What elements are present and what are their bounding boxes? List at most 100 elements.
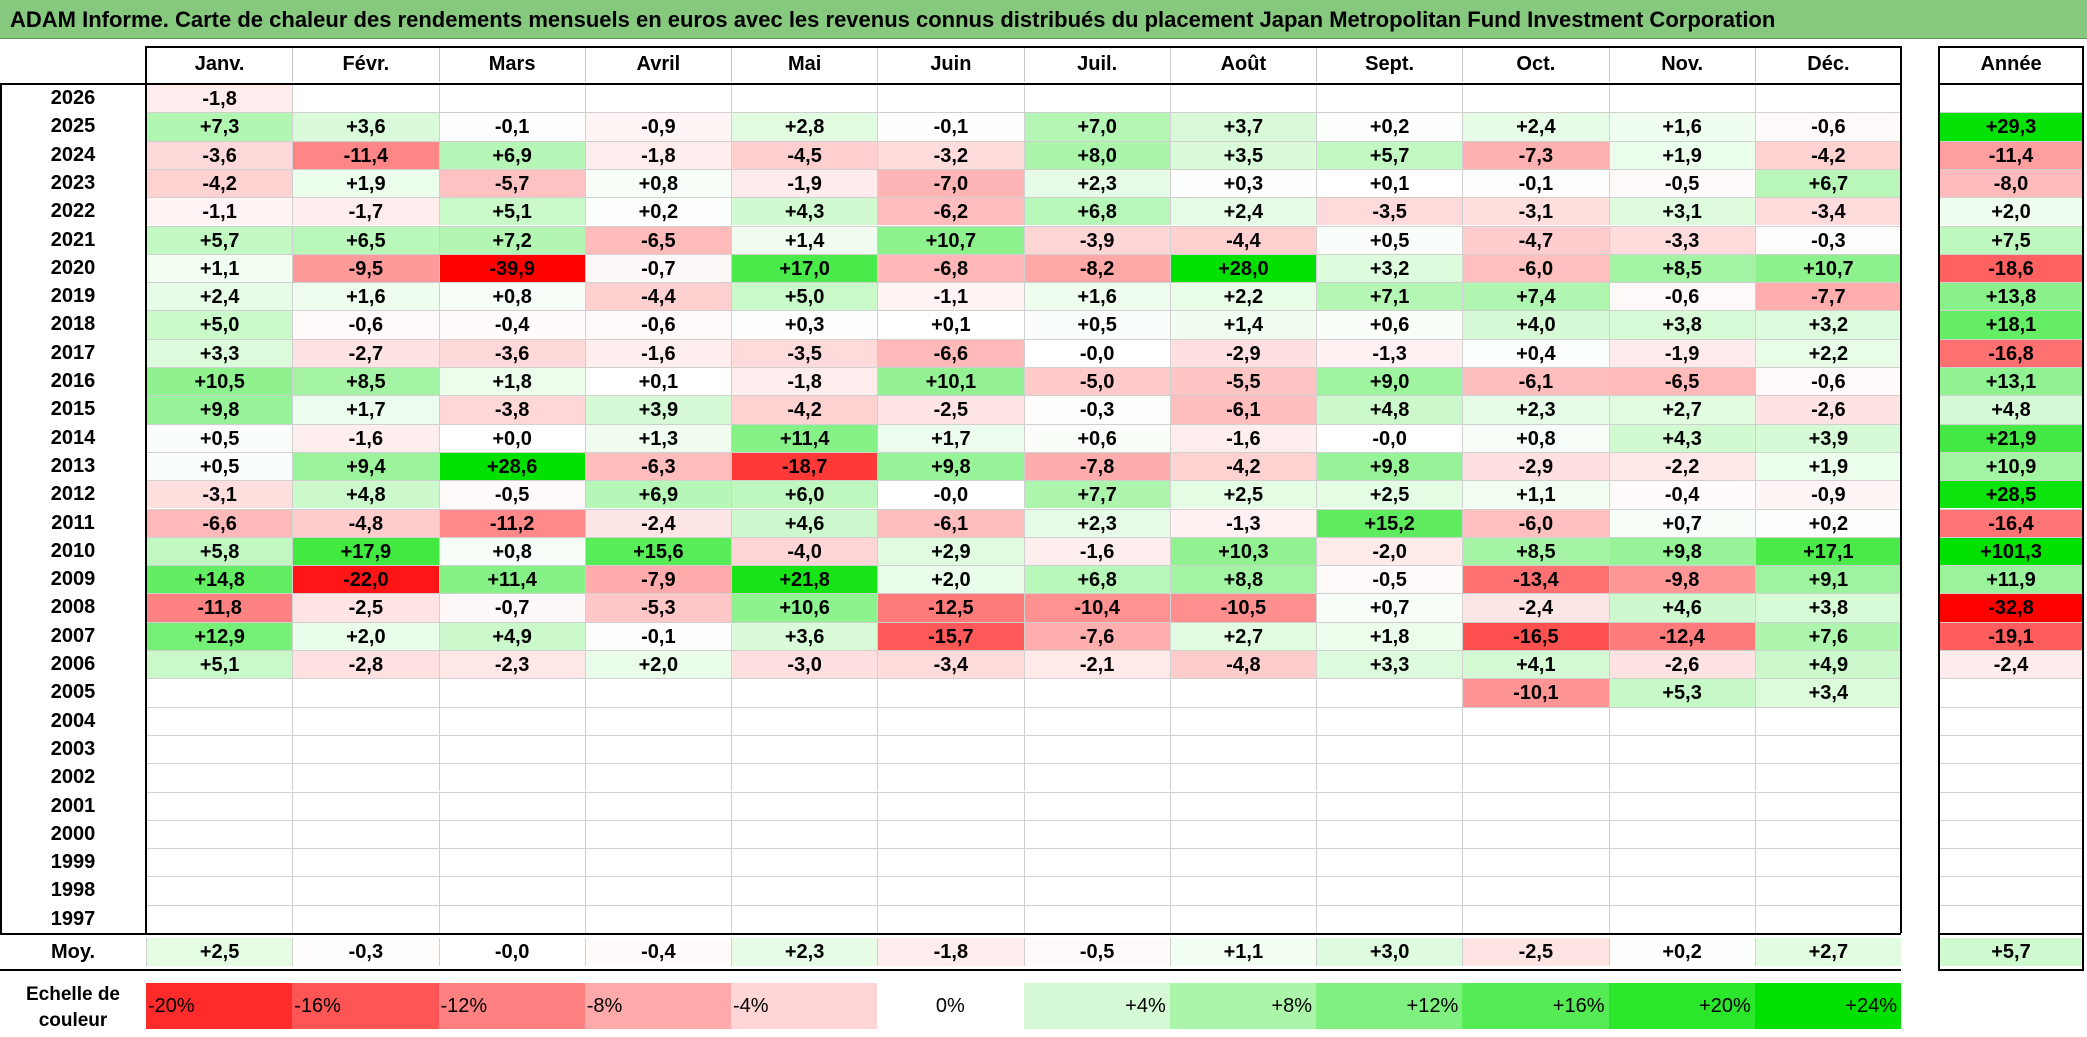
heatmap-cell: -10,1	[1462, 678, 1609, 707]
heatmap-cell: -5,3	[584, 593, 731, 622]
heatmap-cell: -0,6	[1754, 112, 1901, 141]
heatmap-cell: -16,5	[1462, 621, 1609, 650]
heatmap-cell: -2,7	[292, 338, 439, 367]
heatmap-cell: +8,5	[1608, 253, 1755, 283]
heatmap-cell	[731, 791, 878, 820]
heatmap-cell	[584, 678, 731, 707]
heatmap-cell	[1608, 706, 1755, 735]
grid-border	[0, 83, 1901, 85]
heatmap-cell: +0,2	[1316, 112, 1463, 141]
annual-cell: +7,5	[1939, 225, 2083, 254]
year-label: 2024	[0, 140, 146, 169]
heatmap-cell	[1754, 84, 1901, 113]
heatmap-cell: -3,3	[1608, 225, 1755, 254]
year-label: 2014	[0, 423, 146, 452]
grid-border	[1939, 83, 2083, 85]
grid-border	[1900, 46, 1902, 933]
chart-title: ADAM Informe. Carte de chaleur des rende…	[0, 0, 2087, 39]
heatmap-cell: +4,9	[1754, 650, 1901, 679]
heatmap-cell: +1,9	[1754, 451, 1901, 481]
scale-swatch: +20%	[1608, 983, 1755, 1029]
heatmap-cell: -1,8	[146, 84, 293, 113]
heatmap-cell	[438, 678, 585, 707]
heatmap-cell	[877, 763, 1024, 792]
heatmap-cell: +3,3	[1316, 650, 1463, 679]
heatmap-cell: +9,4	[292, 451, 439, 481]
annual-cell	[1939, 706, 2083, 735]
annual-cell	[1939, 904, 2083, 933]
heatmap-cell	[1023, 848, 1170, 877]
heatmap-cell: -0,9	[1754, 480, 1901, 509]
heatmap-cell: +3,7	[1169, 112, 1316, 141]
heatmap-cell	[1169, 734, 1316, 764]
heatmap-cell: +6,5	[292, 225, 439, 254]
heatmap-cell: +0,7	[1608, 508, 1755, 537]
heatmap-cell: -3,1	[1462, 197, 1609, 226]
annual-cell: -32,8	[1939, 593, 2083, 622]
annual-cell	[1939, 84, 2083, 113]
heatmap-cell: +9,8	[146, 395, 293, 424]
heatmap-cell: +3,6	[292, 112, 439, 141]
heatmap-cell: -2,2	[1608, 451, 1755, 481]
heatmap-cell: +0,5	[1316, 225, 1463, 254]
heatmap-cell: -8,2	[1023, 253, 1170, 283]
annual-cell: +10,9	[1939, 451, 2083, 481]
heatmap-cell: -11,2	[438, 508, 585, 537]
heatmap-cell: +1,6	[1023, 282, 1170, 311]
annual-cell	[1939, 734, 2083, 764]
heatmap-cell	[584, 876, 731, 905]
annual-cell	[1939, 791, 2083, 820]
heatmap-cell: +4,8	[1316, 395, 1463, 424]
scale-swatch: 0%	[877, 983, 1024, 1029]
heatmap-cell: +28,0	[1169, 253, 1316, 283]
scale-label-line2: couleur	[38, 1010, 108, 1031]
heatmap-cell: -7,3	[1462, 140, 1609, 169]
heatmap-cell: -11,8	[146, 593, 293, 622]
heatmap-cell	[438, 819, 585, 849]
heatmap-cell: -0,0	[1023, 338, 1170, 367]
year-label: 1999	[0, 848, 146, 877]
year-header: Année	[1939, 46, 2083, 82]
heatmap-cell: +1,7	[877, 423, 1024, 452]
heatmap-cell: +8,5	[292, 367, 439, 396]
average-cell: +3,0	[1316, 938, 1463, 966]
heatmap-cell: +0,2	[584, 197, 731, 226]
heatmap-cell: +3,9	[584, 395, 731, 424]
month-header: Mars	[438, 46, 585, 82]
heatmap-cell: -6,1	[1462, 367, 1609, 396]
heatmap-cell: +2,7	[1169, 621, 1316, 650]
heatmap-cell: -6,0	[1462, 253, 1609, 283]
month-header: Févr.	[292, 46, 439, 82]
heatmap-cell: +0,7	[1316, 593, 1463, 622]
heatmap-cell: +4,9	[438, 621, 585, 650]
heatmap-cell	[1608, 848, 1755, 877]
heatmap-cell: -3,9	[1023, 225, 1170, 254]
annual-cell: +18,1	[1939, 310, 2083, 339]
heatmap-cell: -0,1	[1462, 168, 1609, 198]
heatmap-cell	[146, 819, 293, 849]
year-label: 2006	[0, 650, 146, 679]
heatmap-cell: +1,8	[1316, 621, 1463, 650]
heatmap-cell: -3,8	[438, 395, 585, 424]
heatmap-cell: -11,4	[292, 140, 439, 169]
heatmap-cell: +6,8	[1023, 565, 1170, 594]
heatmap-cell: -1,6	[1169, 423, 1316, 452]
heatmap-cell	[1316, 84, 1463, 113]
heatmap-cell: -12,4	[1608, 621, 1755, 650]
annual-cell	[1939, 848, 2083, 877]
heatmap-cell: +5,1	[146, 650, 293, 679]
heatmap-cell: -0,4	[438, 310, 585, 339]
heatmap-cell: -1,9	[731, 168, 878, 198]
heatmap-cell: -10,5	[1169, 593, 1316, 622]
heatmap-cell: +2,8	[731, 112, 878, 141]
heatmap-cell: +0,8	[584, 168, 731, 198]
heatmap-cell: +5,7	[1316, 140, 1463, 169]
heatmap-cell	[292, 876, 439, 905]
heatmap-cell	[731, 734, 878, 764]
heatmap-cell	[146, 876, 293, 905]
heatmap-cell: +14,8	[146, 565, 293, 594]
heatmap-cell: +0,8	[438, 536, 585, 566]
heatmap-cell: -0,6	[1608, 282, 1755, 311]
heatmap-cell: +0,5	[146, 451, 293, 481]
month-header: Avril	[584, 46, 731, 82]
